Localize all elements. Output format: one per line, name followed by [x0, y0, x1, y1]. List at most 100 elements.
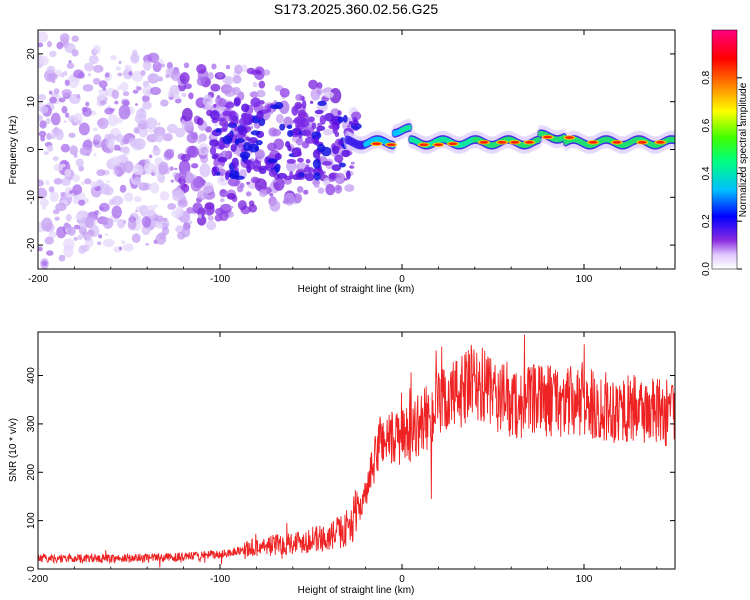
spectrogram-noise-cell: [122, 243, 134, 252]
spectrogram-noise-cell: [107, 114, 119, 127]
spectrogram-noise-cell: [213, 103, 217, 108]
spectrogram-noise-cell: [44, 236, 54, 245]
spectrogram-noise-cell: [110, 156, 121, 167]
spectrogram-noise-cell: [184, 173, 195, 183]
spectrogram-noise-cell: [58, 97, 66, 103]
spectrogram-noise-cell: [346, 125, 351, 128]
spectrogram-cluster-cell: [328, 172, 336, 180]
spectrogram-noise-cell: [196, 76, 206, 86]
spectrogram-noise-cell: [120, 81, 129, 92]
spectrogram-cluster-cell: [248, 143, 259, 153]
spectrogram-cluster-cell: [337, 116, 344, 123]
spectrogram-cluster-cell: [239, 116, 250, 127]
spectrogram-cluster-cell: [314, 136, 320, 144]
colorbar-tick-label: 0.0: [701, 262, 712, 276]
spectrogram-ytick-label: 0: [26, 146, 37, 152]
spectrogram-hot-core: [448, 142, 458, 146]
spectrogram-cluster-cell: [312, 158, 321, 169]
spectrogram-cluster-cell: [230, 143, 237, 152]
spectrogram-noise-cell: [64, 168, 71, 177]
spectrogram-hot-core: [479, 140, 489, 144]
spectrogram-noise-cell: [53, 88, 60, 95]
spectrogram-noise-cell: [344, 184, 355, 192]
spectrogram-noise-cell: [52, 156, 59, 162]
spectrogram-cluster-cell: [322, 160, 333, 166]
spectrogram-noise-cell: [134, 103, 139, 106]
spectrogram-cluster-cell: [317, 100, 327, 107]
chart-title: S173.2025.360.02.56.G25: [274, 1, 438, 17]
spectrogram-noise-cell: [73, 236, 78, 241]
spectrogram-noise-cell: [174, 188, 185, 200]
spectrogram-noise-cell: [188, 220, 193, 225]
spectrogram-noise-cell: [310, 87, 321, 101]
spectrogram-noise-cell: [84, 216, 95, 229]
snr-xtick-label: -200: [28, 574, 48, 585]
spectrogram-noise-cell: [39, 198, 49, 207]
snr-ytick-label: 400: [26, 367, 37, 384]
colorbar-tick-label: 0.6: [701, 118, 712, 132]
spectrogram-hot-core: [637, 140, 647, 144]
spectrogram-noise-cell: [336, 177, 341, 183]
spectrogram-noise-cell: [160, 99, 169, 107]
spectrogram-cluster-cell: [291, 105, 299, 116]
spectrogram-cluster-cell: [256, 110, 264, 120]
spectrogram-noise-cell: [173, 93, 180, 99]
spectrogram-noise-cell: [169, 166, 174, 171]
spectrogram-hot-core: [419, 143, 429, 147]
spectrogram-xtick-label: 100: [576, 274, 593, 285]
spectrogram-noise-cell: [232, 75, 242, 84]
spectrogram-noise-cell: [81, 181, 85, 185]
spectrogram-noise-cell: [180, 153, 191, 162]
spectrogram-noise-cell: [275, 113, 284, 124]
spectrogram-noise-cell: [336, 186, 341, 191]
spectrogram-noise-cell: [123, 192, 134, 202]
spectrogram-noise-cell: [303, 189, 309, 195]
spectrogram-noise-cell: [102, 217, 114, 229]
spectrogram-noise-cell: [236, 185, 244, 193]
spectrogram-noise-cell: [72, 174, 81, 182]
spectrogram-cluster-cell: [265, 164, 275, 169]
spectrogram-xtick-label: -200: [28, 274, 48, 285]
spectrogram-noise-cell: [349, 165, 355, 169]
snr-ytick-label: 0: [26, 566, 37, 572]
spectrogram-noise-cell: [195, 178, 206, 188]
spectrogram-hot-core: [655, 140, 665, 144]
spectrogram-noise-cell: [196, 117, 204, 126]
spectrogram-cluster-cell: [231, 157, 239, 168]
spectrogram-noise-cell: [141, 224, 151, 236]
spectrogram-noise-cell: [105, 72, 110, 78]
colorbar: 0.0 0.2 0.4 0.6 0.8 Normalized spectral ampl…: [701, 29, 749, 276]
snr-axes: -200 -100 0 100 0 100 200 300 400: [26, 332, 675, 585]
spectrogram-cluster-cell: [241, 103, 250, 113]
spectrogram-noise-cell: [78, 122, 90, 136]
spectrogram-noise-cell: [142, 94, 150, 103]
spectrogram-noise-cell: [199, 163, 211, 178]
colorbar-label: Normalized spectral amplitude: [738, 82, 749, 217]
spectrogram-noise-cell: [211, 63, 217, 70]
spectrogram-hot-core: [372, 142, 382, 146]
spectrogram-noise-cell: [152, 146, 161, 156]
spectrogram-noise-cell: [75, 158, 84, 168]
spectrogram-ytick-label: 10: [26, 96, 37, 108]
spectrogram-cluster-cell: [258, 168, 267, 175]
snr-series-line: [38, 334, 675, 568]
spectrogram-noise-cell: [111, 89, 120, 100]
spectrogram-noise-cell: [134, 113, 147, 124]
spectrogram-noise-cell: [154, 132, 164, 143]
spectrogram-noise-cell: [139, 107, 145, 114]
spectrogram-noise-cell: [159, 191, 170, 201]
spectrogram-noise-cell: [323, 128, 333, 136]
spectrogram-noise-cell: [269, 200, 281, 212]
spectrogram-noise-cell: [48, 231, 57, 239]
snr-ytick-label: 200: [26, 463, 37, 480]
spectrogram-noise-cell: [146, 205, 156, 212]
spectrogram-cluster-cell: [291, 174, 302, 180]
spectrogram-noise-cell: [38, 31, 49, 43]
spectrogram-noise-cell: [138, 182, 149, 191]
spectrogram-cluster-cell: [303, 166, 311, 173]
spectrogram-noise-cell: [64, 79, 70, 86]
spectrogram-noise-cell: [215, 207, 225, 216]
spectrogram-noise-cell: [279, 87, 290, 98]
spectrogram-noise-cell: [204, 149, 209, 155]
